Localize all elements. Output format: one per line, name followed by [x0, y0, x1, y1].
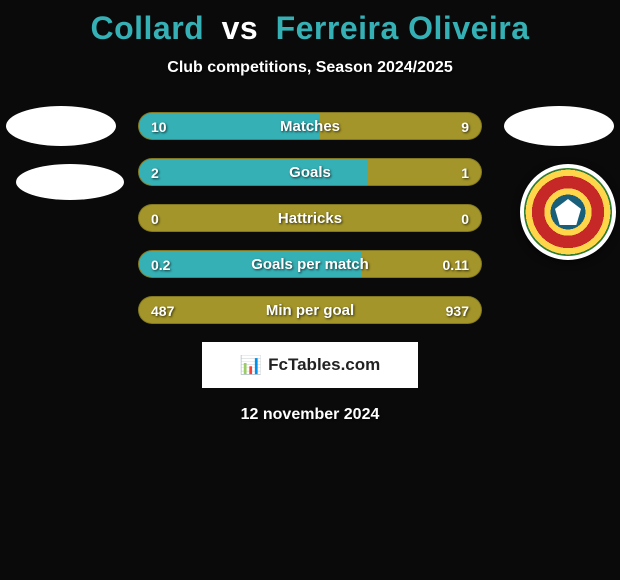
- club-badge-icon: [520, 164, 616, 260]
- page-title: Collard vs Ferreira Oliveira: [0, 10, 620, 47]
- player1-name: Collard: [90, 10, 204, 46]
- date-label: 12 november 2024: [0, 406, 620, 424]
- stat-label: Hattricks: [139, 205, 481, 232]
- stat-value-right: 0: [461, 205, 469, 232]
- fctables-label: FcTables.com: [268, 355, 380, 375]
- vs-label: vs: [222, 10, 259, 46]
- player2-name: Ferreira Oliveira: [276, 10, 530, 46]
- player1-avatar-1: [6, 106, 116, 146]
- player2-avatar-1: [504, 106, 614, 146]
- stat-value-right: 1: [461, 159, 469, 186]
- stat-label: Min per goal: [139, 297, 481, 324]
- stat-label: Goals per match: [139, 251, 481, 278]
- stat-label: Matches: [139, 113, 481, 140]
- stat-bar: 0Hattricks0: [138, 204, 482, 232]
- stat-label: Goals: [139, 159, 481, 186]
- stat-bar: 0.2Goals per match0.11: [138, 250, 482, 278]
- stat-value-right: 937: [446, 297, 469, 324]
- comparison-card: Collard vs Ferreira Oliveira Club compet…: [0, 0, 620, 424]
- subtitle: Club competitions, Season 2024/2025: [0, 59, 620, 77]
- source-logo[interactable]: 📊 FcTables.com: [202, 342, 418, 388]
- stat-bar: 10Matches9: [138, 112, 482, 140]
- stat-value-right: 0.11: [443, 251, 469, 278]
- player1-avatar-2: [16, 164, 124, 200]
- fctables-icon: 📊: [240, 355, 262, 376]
- stats-area: 10Matches92Goals10Hattricks00.2Goals per…: [0, 112, 620, 424]
- stat-bar: 487Min per goal937: [138, 296, 482, 324]
- stats-bars: 10Matches92Goals10Hattricks00.2Goals per…: [138, 112, 482, 324]
- stat-bar: 2Goals1: [138, 158, 482, 186]
- stat-value-right: 9: [461, 113, 469, 140]
